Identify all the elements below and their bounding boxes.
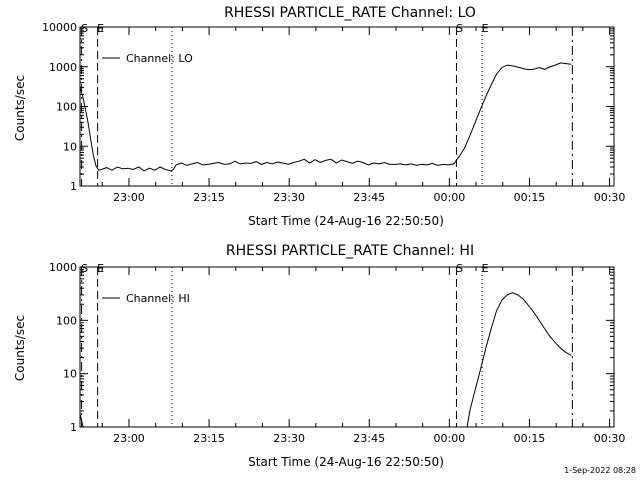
x-tick-label: 23:45 [353, 432, 385, 445]
x-tick-label: 00:30 [594, 191, 626, 204]
y-tick-label: 10000 [42, 21, 77, 34]
series-line [79, 292, 572, 428]
x-tick-label: 23:00 [113, 191, 145, 204]
legend: Channel: HI [102, 292, 190, 305]
x-tick-label: 23:30 [273, 432, 305, 445]
y-axis-label: Counts/sec [13, 75, 27, 141]
event-marker-label: E [482, 262, 489, 275]
x-axis-label: Start Time (24-Aug-16 22:50:50) [248, 214, 444, 228]
x-tick-label: 23:00 [113, 432, 145, 445]
x-tick-label: 23:45 [353, 191, 385, 204]
y-tick-label: 1000 [49, 61, 77, 74]
y-tick-label: 100 [56, 314, 77, 327]
x-tick-label: 23:15 [193, 191, 225, 204]
legend-label: Channel: HI [126, 292, 190, 305]
event-marker-label: E [482, 22, 489, 35]
event-marker-label: S [456, 262, 463, 275]
x-tick-label: 00:15 [514, 432, 546, 445]
plot-frame [79, 266, 615, 428]
x-tick-label: 00:30 [594, 432, 626, 445]
event-marker-label: S [81, 262, 88, 275]
y-tick-label: 1000 [49, 261, 77, 274]
footer-timestamp: 1-Sep-2022 08:28 [564, 466, 636, 475]
x-tick-label: 00:00 [434, 191, 466, 204]
event-marker-label: S [81, 22, 88, 35]
x-tick-label: 00:00 [434, 432, 466, 445]
x-tick-label: 23:15 [193, 432, 225, 445]
x-tick-label: 00:15 [514, 191, 546, 204]
y-tick-label: 1 [70, 180, 77, 193]
chart-title: RHESSI PARTICLE_RATE Channel: LO [224, 5, 476, 21]
event-marker-label: E [97, 262, 104, 275]
legend-label: Channel: LO [126, 52, 193, 65]
x-tick-label: 23:30 [273, 191, 305, 204]
event-marker-label: S [456, 22, 463, 35]
panel-lo: RHESSI PARTICLE_RATE Channel: LO Counts/… [13, 5, 625, 228]
y-tick-label: 10 [63, 140, 77, 153]
legend: Channel: LO [102, 52, 193, 65]
chart-title: RHESSI PARTICLE_RATE Channel: HI [226, 243, 474, 259]
y-tick-label: 10 [63, 368, 77, 381]
y-tick-label: 100 [56, 101, 77, 114]
panel-hi: RHESSI PARTICLE_RATE Channel: HI Counts/… [13, 243, 625, 469]
plot-frame [79, 26, 615, 187]
y-tick-label: 1 [70, 421, 77, 434]
event-marker-label: E [97, 22, 104, 35]
y-axis-label: Counts/sec [13, 315, 27, 381]
series-line [79, 62, 572, 172]
x-axis-label: Start Time (24-Aug-16 22:50:50) [248, 455, 444, 469]
